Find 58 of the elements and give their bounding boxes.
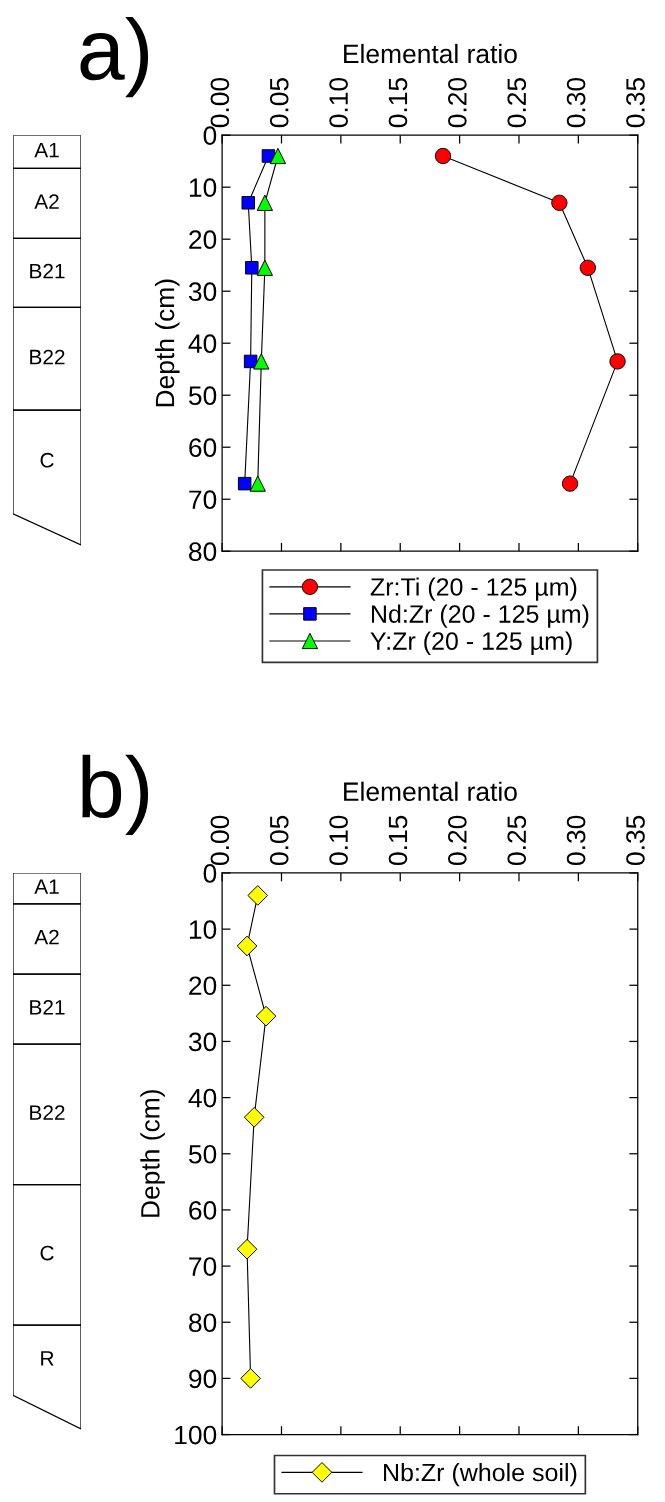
text: B22 (30, 1105, 65, 1120)
y-tick-label: 90 (189, 1369, 217, 1389)
y-tick-label: 20 (189, 230, 217, 250)
point (237, 476, 252, 491)
x-tick-label: 0.20 (448, 815, 467, 865)
x-tick-label: 0.05 (269, 815, 289, 865)
x-tick-label: 0.15 (388, 815, 408, 865)
x-tick-label: 0.10 (329, 77, 348, 128)
x-axis-title: Elemental ratio (344, 781, 517, 802)
x-tick-label: 0.00 (210, 77, 230, 128)
text: A1 (34, 142, 59, 158)
text: R (41, 1351, 54, 1366)
x-tick-label: 0.10 (329, 815, 348, 865)
x-tick-label: 0.35 (626, 77, 645, 128)
text: B21 (30, 999, 65, 1015)
x-tick-label: 0.30 (566, 815, 586, 865)
x-tick-label: 0.25 (507, 77, 527, 128)
text: A2 (34, 929, 59, 945)
y-axis-title: Depth (cm) (154, 279, 180, 407)
chart-title: b) (82, 754, 149, 836)
x-tick-label: 0.15 (388, 77, 408, 128)
y-tick-label: 80 (189, 542, 217, 562)
x-axis-title: Elemental ratio (344, 43, 517, 64)
y-tick-label: 80 (189, 1313, 217, 1333)
y-tick-label: 50 (188, 386, 217, 406)
y-tick-label: 20 (189, 976, 217, 996)
x-tick-label: 0.05 (269, 77, 289, 128)
x-tick-label: 0.25 (507, 815, 527, 865)
text: C (40, 452, 54, 468)
y-tick-label: 10 (189, 178, 217, 198)
y-tick-label: 70 (189, 490, 217, 510)
y-tick-label: 70 (189, 1257, 217, 1276)
y-tick-label: 30 (188, 1032, 217, 1052)
y-tick-label: 50 (188, 1144, 217, 1164)
x-tick-label: 0.20 (448, 77, 467, 128)
y-tick-label: 60 (189, 1201, 217, 1220)
text: A1 (34, 879, 59, 894)
legend-label: Nb:Zr (whole soil) (384, 1462, 577, 1487)
y-axis-title: Depth (cm) (140, 1090, 165, 1217)
legend-label: Y:Zr (20 - 125 µm) (370, 631, 572, 655)
text: B22 (30, 349, 65, 365)
text: B21 (30, 263, 65, 279)
legend-label: Zr:Ti (20 - 125 µm) (370, 577, 577, 601)
y-tick-label: 30 (188, 282, 217, 302)
text: C (40, 1245, 54, 1261)
y-tick-label: 40 (188, 334, 217, 354)
y-tick-label: 0 (203, 126, 217, 145)
y-tick-label: 10 (189, 920, 217, 939)
y-tick-label: 100 (175, 1425, 217, 1445)
text: A2 (34, 194, 59, 209)
x-tick-label: 0.35 (626, 815, 645, 865)
legend-label: Nd:Zr (20 - 125 µm) (371, 604, 589, 628)
y-tick-label: 0 (203, 864, 217, 883)
chart-title: a) (80, 17, 149, 98)
x-tick-label: 0.00 (210, 815, 230, 865)
y-tick-label: 60 (189, 438, 217, 458)
y-tick-label: 40 (188, 1088, 217, 1108)
x-tick-label: 0.30 (566, 77, 586, 128)
